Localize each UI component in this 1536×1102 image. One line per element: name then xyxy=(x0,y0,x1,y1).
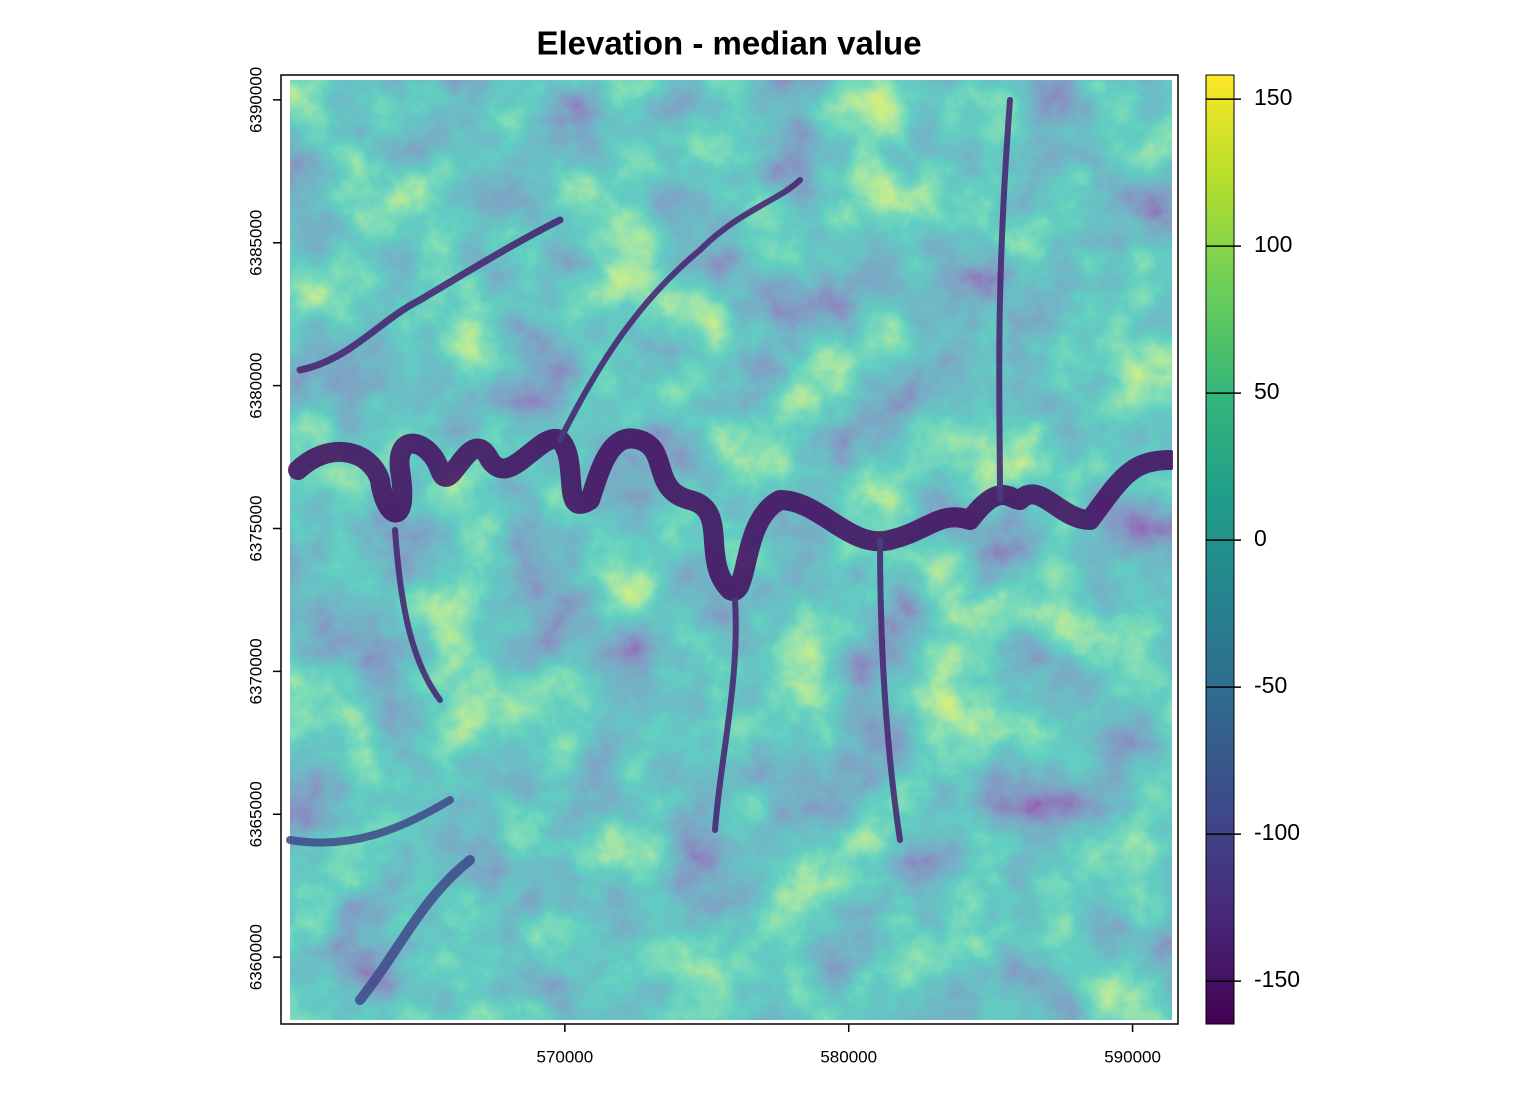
y-tick-label: 6365000 xyxy=(246,781,265,847)
colorbar-tick-label: 50 xyxy=(1254,378,1280,404)
x-tick-label: 570000 xyxy=(536,1047,593,1066)
y-tick-label: 6375000 xyxy=(246,495,265,561)
y-tick-label: 6390000 xyxy=(246,67,265,133)
colorbar xyxy=(1205,74,1235,1025)
y-tick-label: 6370000 xyxy=(246,638,265,704)
x-tick-label: 590000 xyxy=(1104,1047,1161,1066)
y-tick-label: 6385000 xyxy=(246,210,265,276)
chart-title: Elevation - median value xyxy=(536,25,921,62)
colorbar-tick-label: 100 xyxy=(1254,231,1292,257)
plot-frame xyxy=(280,74,1179,1025)
drainage xyxy=(286,97,1173,1005)
colorbar-tick-label: -100 xyxy=(1254,819,1300,845)
y-tick-label: 6360000 xyxy=(246,924,265,990)
colorbar-tick-label: -150 xyxy=(1254,966,1300,992)
colorbar-tick-label: 150 xyxy=(1254,84,1292,110)
x-tick-label: 580000 xyxy=(820,1047,877,1066)
colorbar-tick-label: 0 xyxy=(1254,525,1267,551)
elevation-raster xyxy=(290,80,1172,1020)
colorbar-tick-label: -50 xyxy=(1254,672,1287,698)
raster xyxy=(286,80,1173,1020)
y-tick-label: 6380000 xyxy=(246,353,265,419)
